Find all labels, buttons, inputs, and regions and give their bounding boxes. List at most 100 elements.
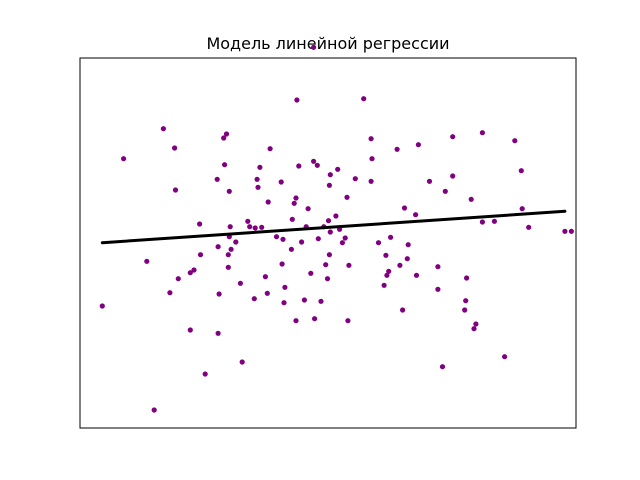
data-point <box>251 296 257 302</box>
data-point <box>262 274 268 280</box>
data-point <box>326 182 332 188</box>
data-point <box>346 262 352 268</box>
data-point <box>388 234 394 240</box>
data-point <box>259 224 265 230</box>
data-point <box>167 290 173 296</box>
data-point <box>172 187 179 193</box>
data-point <box>315 236 321 242</box>
data-point <box>463 298 469 304</box>
data-point <box>215 330 221 336</box>
data-point <box>415 142 421 148</box>
data-point <box>352 176 358 182</box>
data-point <box>491 218 497 224</box>
data-point <box>187 270 193 276</box>
data-point <box>335 166 341 172</box>
data-point <box>435 286 441 292</box>
data-point <box>228 246 234 252</box>
regression-line-layer <box>100 209 567 245</box>
data-point <box>383 252 389 258</box>
data-points <box>99 44 575 413</box>
data-point <box>301 297 307 303</box>
data-point <box>405 242 411 248</box>
data-point <box>237 280 243 286</box>
data-point <box>344 194 350 200</box>
data-point <box>99 303 105 309</box>
data-point <box>257 164 263 170</box>
data-point <box>280 236 286 242</box>
data-point <box>223 131 230 137</box>
data-point <box>368 178 374 184</box>
data-point <box>202 371 208 377</box>
data-point <box>381 282 387 288</box>
data-point <box>281 300 287 306</box>
data-point <box>221 135 227 141</box>
data-point <box>216 291 222 297</box>
data-point <box>233 239 239 245</box>
regression-line <box>100 209 567 245</box>
data-point <box>471 326 477 332</box>
data-point <box>255 184 261 190</box>
data-point <box>225 252 231 258</box>
data-point <box>289 216 295 222</box>
data-point <box>325 218 332 224</box>
data-point <box>394 146 400 152</box>
data-point <box>245 218 251 224</box>
data-point <box>279 261 285 267</box>
data-point <box>227 224 233 230</box>
data-point <box>512 138 518 144</box>
data-point <box>386 268 392 274</box>
data-point <box>479 219 485 225</box>
data-point <box>324 276 331 282</box>
data-point <box>265 199 271 205</box>
data-point <box>342 235 348 241</box>
data-point <box>151 407 157 413</box>
data-point <box>278 179 284 185</box>
data-point <box>450 134 456 140</box>
data-point <box>293 318 299 324</box>
data-point <box>339 240 345 246</box>
data-point <box>296 163 302 169</box>
data-point <box>442 188 448 194</box>
plot-frame <box>79 57 577 429</box>
data-point <box>305 206 311 212</box>
data-point <box>311 44 317 50</box>
data-point <box>225 264 231 270</box>
data-point <box>293 195 299 201</box>
data-point <box>327 229 333 235</box>
data-point <box>518 168 524 174</box>
data-point <box>273 234 280 240</box>
data-point <box>239 359 245 365</box>
data-point <box>291 200 297 206</box>
data-point <box>568 228 575 234</box>
data-point <box>375 240 382 246</box>
data-point <box>311 158 317 164</box>
data-point <box>144 258 150 264</box>
data-point <box>479 130 485 136</box>
data-point <box>464 275 470 281</box>
data-point <box>252 225 258 231</box>
data-point <box>462 307 468 313</box>
data-point <box>197 252 204 258</box>
data-point <box>326 252 332 258</box>
data-point <box>288 246 294 252</box>
data-point <box>435 264 441 270</box>
data-point <box>473 321 479 327</box>
data-point <box>299 239 305 245</box>
data-point <box>502 354 508 360</box>
data-point <box>318 298 324 304</box>
data-point <box>226 188 232 194</box>
data-point <box>413 212 419 218</box>
data-point <box>294 97 300 103</box>
data-point <box>187 327 193 333</box>
data-point <box>323 262 329 268</box>
data-point <box>361 96 367 102</box>
data-point <box>413 272 420 278</box>
data-point <box>400 307 406 313</box>
data-point <box>282 284 288 290</box>
data-point <box>254 176 260 182</box>
data-point <box>327 172 333 178</box>
data-point <box>401 205 408 211</box>
chart-title: Модель линейной регрессии <box>206 34 449 53</box>
data-point <box>450 173 456 179</box>
